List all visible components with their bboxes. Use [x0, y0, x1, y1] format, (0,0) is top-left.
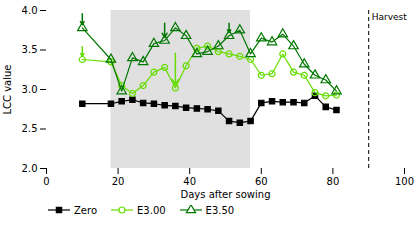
svg-text:2.0: 2.0	[22, 163, 38, 174]
html-text:Zero: Zero	[74, 204, 97, 216]
svg-text:80: 80	[327, 176, 340, 187]
svg-text:4.0: 4.0	[22, 5, 38, 16]
svg-text:0: 0	[43, 176, 49, 187]
html-text:E3.50: E3.50	[205, 204, 235, 216]
svg-text:3.0: 3.0	[22, 84, 38, 95]
svg-text:60: 60	[255, 176, 268, 187]
svg-text:2.5: 2.5	[22, 123, 38, 134]
svg-text:LCC value: LCC value	[2, 64, 13, 114]
svg-text:100: 100	[395, 176, 414, 187]
svg-text:20: 20	[112, 176, 125, 187]
svg-text:40: 40	[183, 176, 196, 187]
html-text:E3.00: E3.00	[137, 204, 166, 216]
svg-text:Days after sowing: Days after sowing	[181, 189, 271, 200]
svg-text:Harvest: Harvest	[372, 12, 408, 22]
svg-text:3.5: 3.5	[22, 44, 38, 55]
